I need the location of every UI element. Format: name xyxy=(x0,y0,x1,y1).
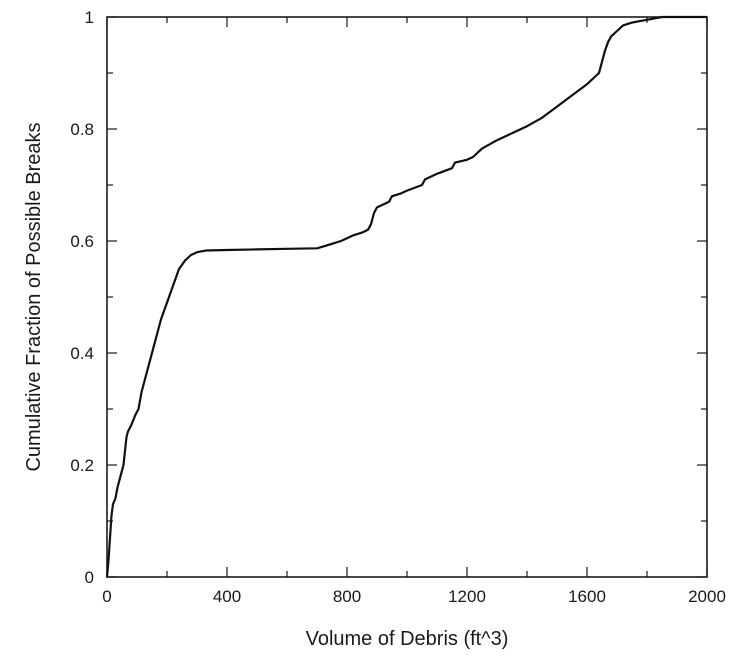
y-tick-label: 0.6 xyxy=(70,232,94,251)
x-tick-label: 0 xyxy=(102,587,111,606)
y-tick-label: 0 xyxy=(85,568,94,587)
y-axis-title: Cumulative Fraction of Possible Breaks xyxy=(23,122,45,471)
x-tick-labels: 0 400 800 1200 1600 2000 xyxy=(102,587,726,606)
plot-frame xyxy=(106,16,708,578)
x-tick-label: 2000 xyxy=(688,587,726,606)
x-axis-title: Volume of Debris (ft^3) xyxy=(306,628,509,650)
y-tick-label: 0.4 xyxy=(70,344,94,363)
x-tick-label: 400 xyxy=(213,587,241,606)
y-tick-label: 1 xyxy=(85,8,94,27)
y-tick-label: 0.8 xyxy=(70,120,94,139)
x-tick-label: 1200 xyxy=(448,587,486,606)
y-tick-labels: 0 0.2 0.4 0.6 0.8 1 xyxy=(70,8,94,587)
x-tick-label: 800 xyxy=(333,587,361,606)
tick-marks xyxy=(106,16,708,578)
x-tick-label: 1600 xyxy=(568,587,606,606)
cumulative-curve xyxy=(105,15,707,578)
y-tick-label: 0.2 xyxy=(70,456,94,475)
